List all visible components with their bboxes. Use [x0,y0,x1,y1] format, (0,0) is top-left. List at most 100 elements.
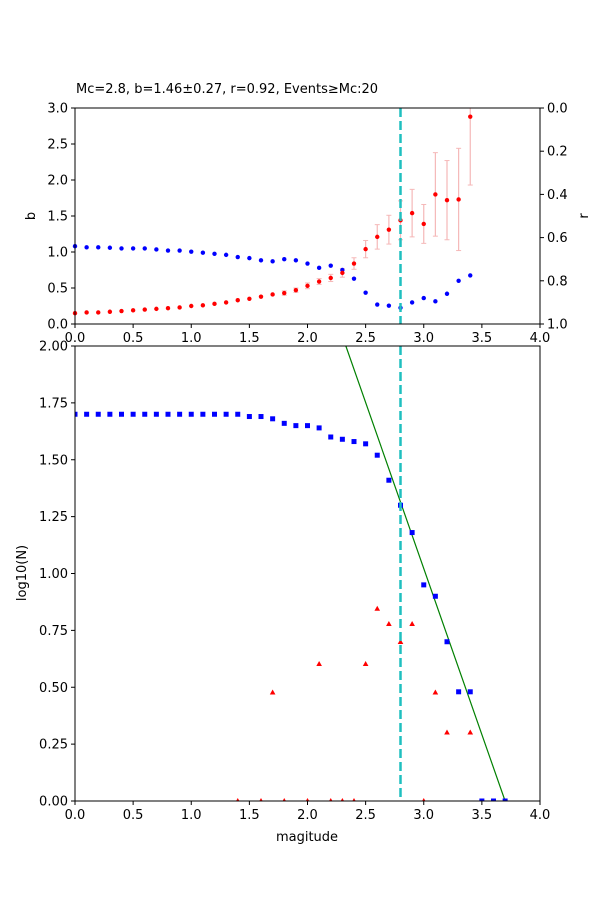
bottom-y-tick-label: 1.25 [39,510,68,525]
bottom-cumulative-point [363,441,369,447]
top-b-point [154,306,159,312]
top-x-tick-label: 0.0 [65,331,86,346]
bottom-x-tick-label: 2.5 [355,808,376,823]
bottom-x-tick-label: 1.5 [239,808,260,823]
top-r-point [433,299,438,304]
top-y2-tick-label: 0.4 [547,188,568,203]
bottom-cumulative-point [409,530,415,536]
bottom-x-axis-label: magitude [276,830,338,845]
top-b-point [375,234,380,240]
bottom-x-tick-label: 4.0 [530,808,551,823]
top-r-point [375,302,380,307]
top-r-point [200,250,206,255]
bottom-y-tick-label: 1.50 [39,453,68,468]
bottom-cumulative-point [130,411,136,417]
top-b-point [328,275,333,281]
top-r-point [119,246,124,251]
bottom-cumulative-point [200,411,206,417]
top-r-point [468,273,473,278]
top-y-axis-label: b [24,212,39,220]
top-plot-frame [74,107,541,325]
top-b-point [258,294,264,299]
bottom-noncumulative-point [305,798,310,801]
top-r-point [223,252,229,258]
top-y-tick-label: 2.0 [47,174,68,189]
top-b-point [165,305,171,311]
top-r-point [165,248,171,253]
top-r-point [351,276,357,281]
top-r-point [177,248,182,253]
bottom-x-tick-label: 3.0 [413,808,434,823]
bottom-cumulative-point [316,425,322,431]
top-b-point [270,292,275,297]
top-y-tick-label: 0.0 [47,318,68,333]
bottom-cumulative-point [235,411,241,417]
top-b-point [351,261,357,266]
top-b-point [212,301,217,307]
bottom-x-tick-label: 1.0 [181,808,202,823]
top-b-point [130,308,136,313]
bottom-noncumulative-point [282,798,286,801]
top-y2-tick-label: 0.6 [547,231,568,246]
top-y2-tick-label: 0.0 [547,102,568,117]
bottom-y-tick-label: 2.00 [39,340,68,355]
top-x-tick-label: 3.5 [472,331,493,346]
bottom-noncumulative-point [259,798,263,801]
bottom-cumulative-point [246,414,252,420]
bottom-cumulative-point [491,798,496,801]
top-chart-title: Mc=2.8, b=1.46±0.27, r=0.92, Events≥Mc:2… [76,82,378,97]
top-r-point [212,251,217,256]
top-b-point [282,290,287,296]
top-x-tick-label: 0.5 [123,331,144,346]
bottom-cumulative-point [293,423,299,429]
top-b-point [142,307,147,312]
bottom-cumulative-point [84,411,90,417]
top-r-point [316,265,322,271]
top-y-tick-label: 2.5 [47,138,68,153]
top-b-point [456,197,461,202]
top-r-point [444,291,450,296]
top-data-marks [72,108,473,324]
bottom-cumulative-point [153,411,159,417]
top-r-point [142,246,147,251]
bottom-y-tick-label: 0.25 [39,738,68,753]
top-r-point [456,278,461,283]
bottom-noncumulative-point [374,605,381,611]
top-b-point [305,283,310,289]
bottom-cumulative-point [119,411,124,417]
top-b-point [119,308,124,314]
bottom-cumulative-point [386,477,392,483]
bottom-noncumulative-point [316,661,322,667]
bottom-cumulative-point [212,411,217,417]
top-x-tick-label: 4.0 [530,331,551,346]
top-r-point [421,295,426,301]
bottom-data-marks [75,346,508,801]
top-y2-tick-label: 0.2 [547,145,568,160]
bottom-noncumulative-point [422,798,426,801]
top-x-tick-label: 2.0 [297,331,318,346]
top-x-tick-label: 2.5 [355,331,376,346]
bottom-x-tick-label: 0.0 [65,808,86,823]
top-b-point [421,221,426,227]
bottom-y-tick-label: 0.75 [39,624,68,639]
bottom-cumulative-point [107,411,113,417]
top-x-tick-label: 1.0 [181,331,202,346]
bottom-noncumulative-point [340,798,345,801]
top-b-point [189,303,194,309]
bottom-panel: log10(N) magitude 0.0 0.5 1.0 1.5 2.0 2.5 3.0 3… [15,340,550,846]
top-r-point [235,254,240,260]
bottom-cumulative-point [223,411,229,417]
bottom-noncumulative-point [269,689,276,695]
top-b-point [223,300,229,305]
bottom-cumulative-point [281,420,287,426]
bottom-noncumulative-point [444,729,450,735]
top-x-tick-label: 3.0 [413,331,434,346]
bottom-cumulative-point [177,411,183,417]
top-b-point [96,310,101,315]
top-b-point [363,246,368,252]
bottom-noncumulative-point [409,621,415,627]
top-b-point [409,210,415,216]
top-b-point [107,309,113,314]
